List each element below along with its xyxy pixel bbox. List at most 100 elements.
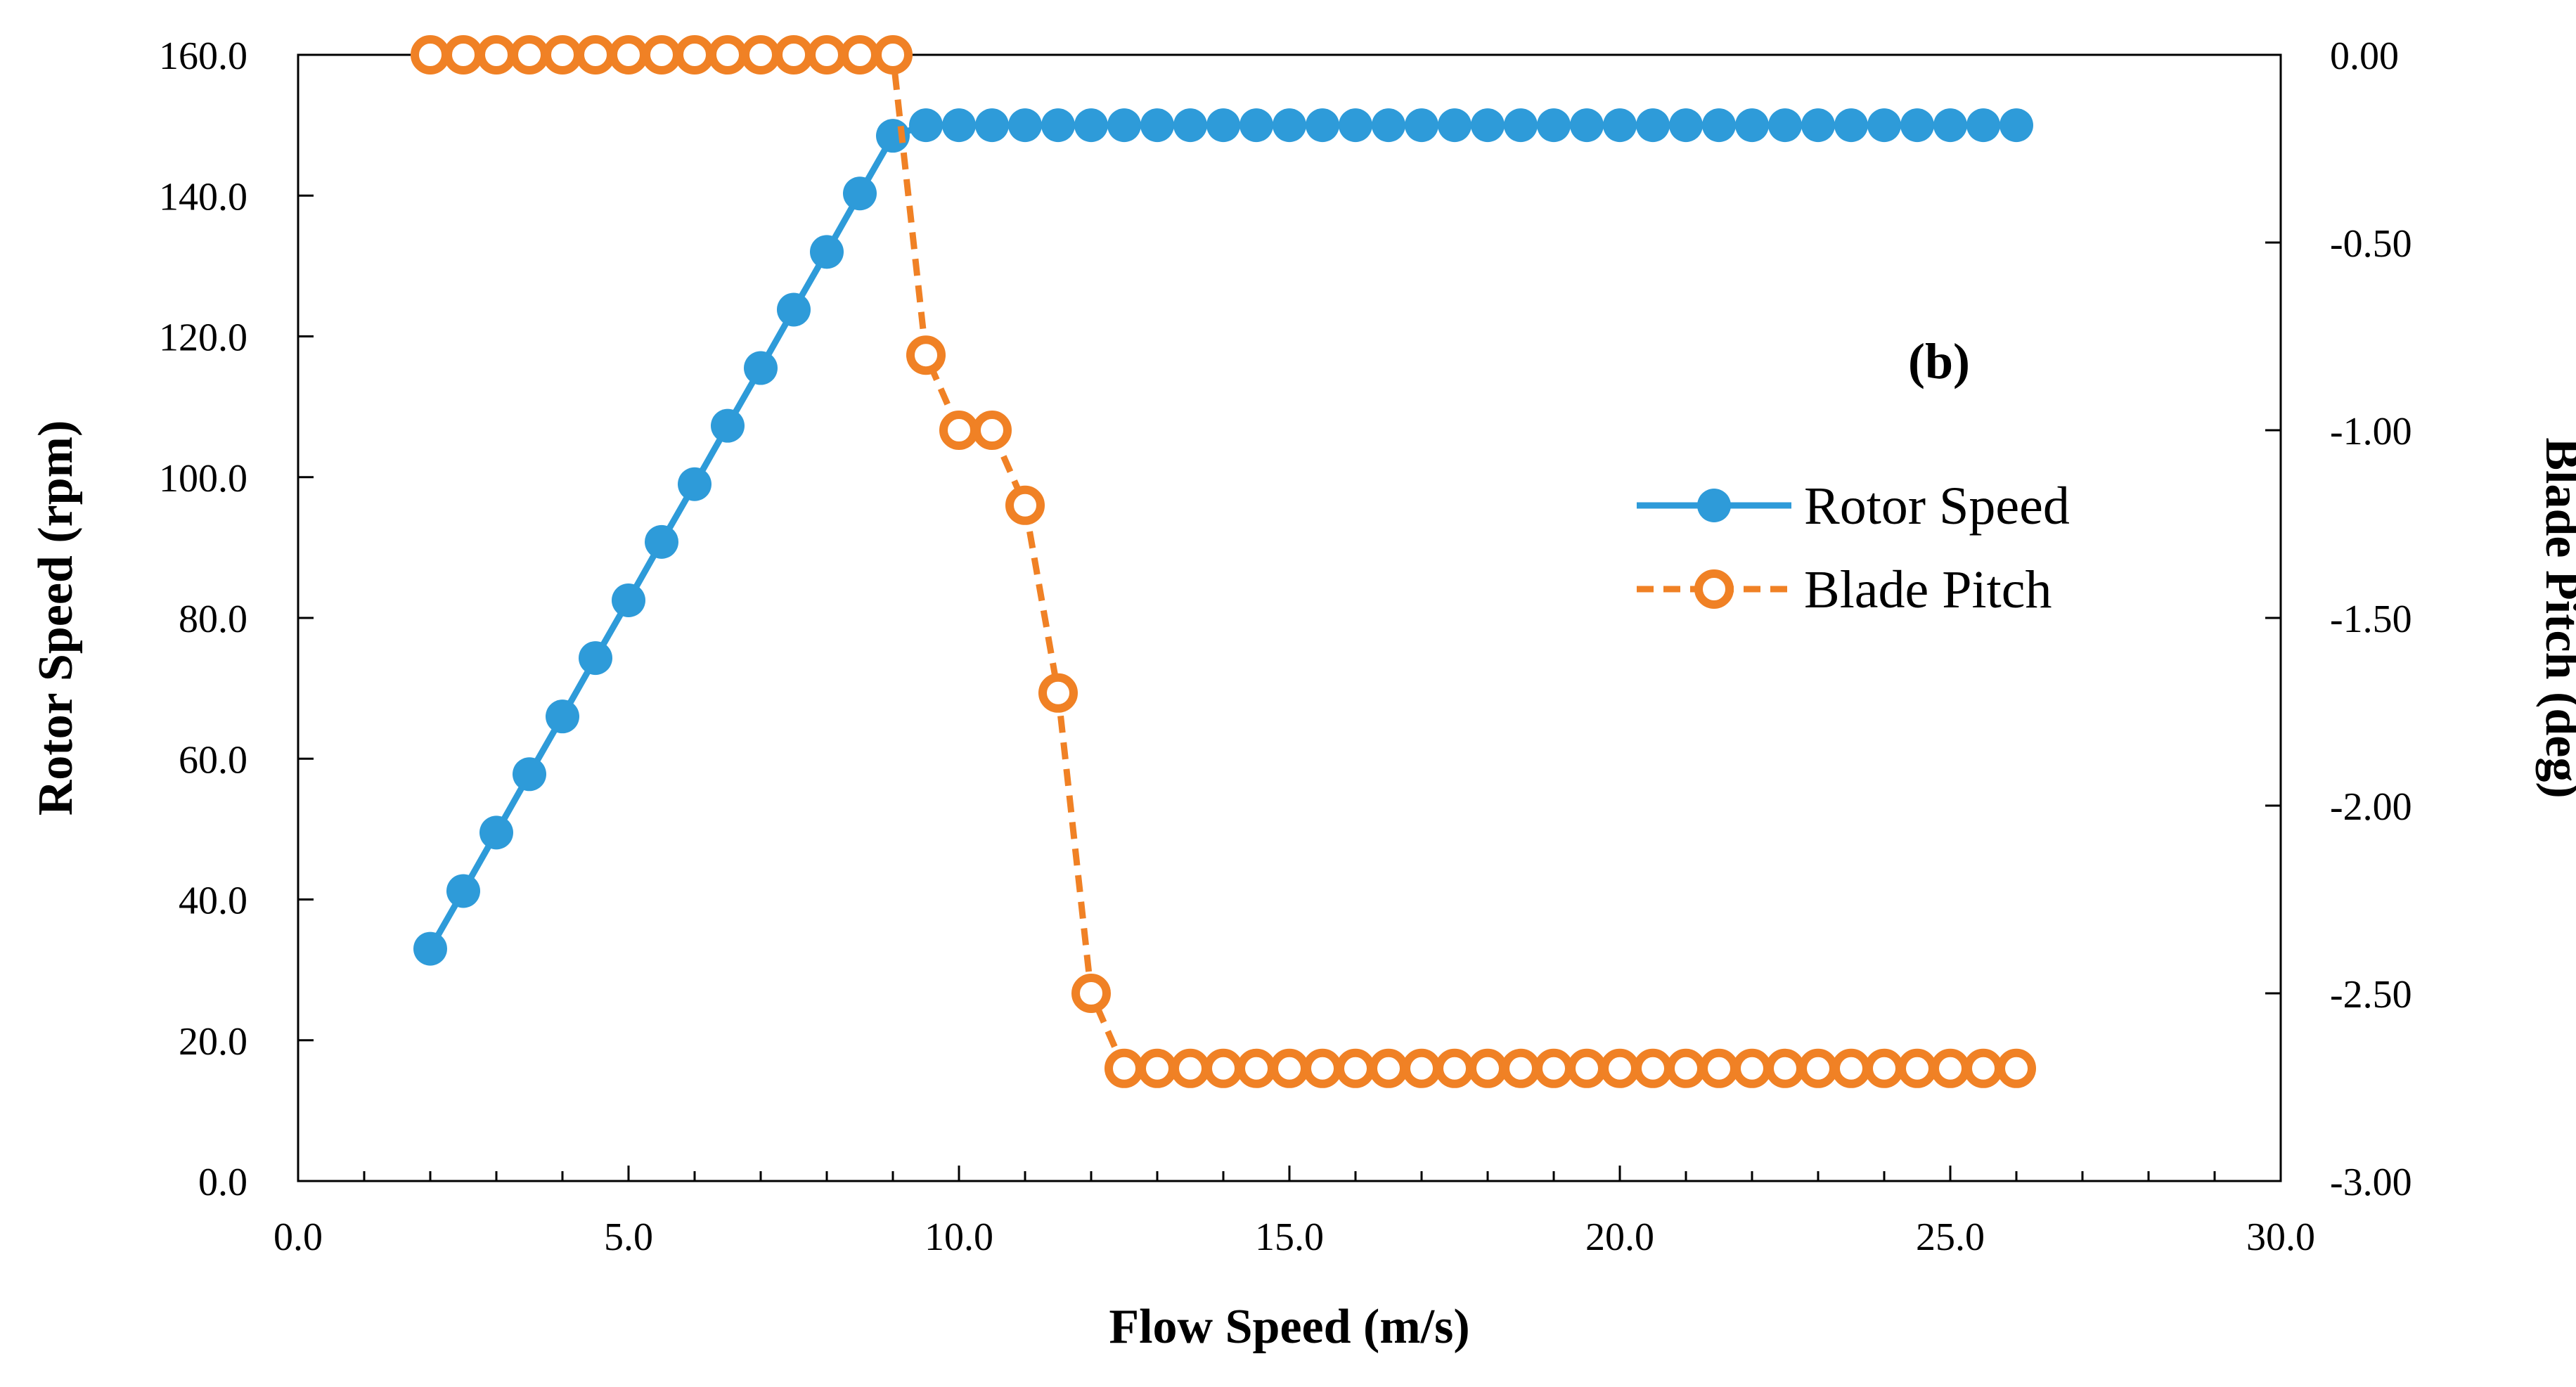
x-tick-label: 15.0 <box>1255 1215 1324 1259</box>
rotor-speed-point <box>1206 108 1240 143</box>
blade-pitch-point <box>1336 1048 1375 1088</box>
x-tick-label: 20.0 <box>1585 1215 1654 1259</box>
blade-pitch-point <box>477 35 516 75</box>
blade-pitch-point <box>1402 1048 1441 1088</box>
rotor-speed-point <box>645 524 678 559</box>
rotor-speed-point <box>1636 108 1670 143</box>
series-blade-pitch <box>411 35 2036 1088</box>
rotor-speed-point <box>975 108 1009 143</box>
blade-pitch-point <box>1105 1048 1144 1088</box>
rotor-speed-point <box>1933 108 1967 143</box>
rotor-speed-point <box>1471 108 1505 143</box>
blade-pitch-point <box>1931 1048 1970 1088</box>
blade-pitch-point <box>576 35 615 75</box>
rotor-speed-point <box>612 583 645 617</box>
y-tick-label: 120.0 <box>159 316 247 360</box>
blade-pitch-point <box>1831 1048 1871 1088</box>
x-axis-title: Flow Speed (m/s) <box>1109 1300 1469 1354</box>
rotor-speed-point <box>1768 108 1802 143</box>
rotor-speed-point <box>777 292 811 327</box>
blade-pitch-point <box>774 35 813 75</box>
legend: Rotor Speed Blade Pitch <box>1637 477 2070 619</box>
y-axis-title: Rotor Speed (rpm) <box>29 420 83 816</box>
y2-axis-title: Blade Pitch (deg) <box>2535 437 2576 798</box>
y-tick-label: 160.0 <box>159 34 247 78</box>
blade-pitch-point <box>1303 1048 1342 1088</box>
blade-pitch-point <box>1237 1048 1276 1088</box>
x-tick-label: 5.0 <box>604 1215 653 1259</box>
blade-pitch-point <box>411 35 450 75</box>
y-tick-label: 40.0 <box>179 879 247 923</box>
blade-pitch-point <box>444 35 483 75</box>
blade-pitch-point <box>1898 1048 1937 1088</box>
rotor-speed-point <box>479 815 513 850</box>
rotor-speed-point <box>810 235 844 269</box>
blade-pitch-point <box>1369 1048 1408 1088</box>
rotor-speed-point <box>1140 108 1174 143</box>
blade-pitch-point <box>1699 1048 1739 1088</box>
rotor-speed-point <box>1735 108 1769 143</box>
blade-pitch-point <box>1865 1048 1904 1088</box>
blade-pitch-point <box>1997 1048 2036 1088</box>
blade-pitch-point <box>939 411 979 450</box>
blade-pitch-point <box>1600 1048 1640 1088</box>
blade-pitch-point <box>1964 1048 2003 1088</box>
rotor-speed-point <box>711 408 745 443</box>
rotor-speed-point <box>1405 108 1438 143</box>
rotor-speed-point <box>1438 108 1471 143</box>
rotor-speed-point <box>1107 108 1141 143</box>
blade-pitch-point <box>807 35 846 75</box>
y-tick-label: 60.0 <box>179 738 247 782</box>
legend-label-rotor-speed: Rotor Speed <box>1804 477 2070 536</box>
blade-pitch-point <box>543 35 582 75</box>
y-axis-ticks: 0.0 20.0 40.0 60.0 80.0 100.0 120.0 140.0 160.0 <box>159 34 314 1204</box>
rotor-speed-point <box>1801 108 1835 143</box>
rotor-speed-point <box>678 467 711 501</box>
rotor-speed-point <box>1306 108 1339 143</box>
rotor-speed-point <box>1834 108 1868 143</box>
rotor-speed-point <box>942 108 976 143</box>
blade-pitch-point <box>1204 1048 1243 1088</box>
blade-pitch-point <box>1534 1048 1573 1088</box>
rotor-speed-point <box>744 351 778 385</box>
y2-axis-ticks: -3.00 -2.50 -2.00 -1.50 -1.00 -0.50 0.00 <box>2265 34 2412 1204</box>
blade-pitch-point <box>741 35 780 75</box>
panel-label: (b) <box>1908 333 1970 389</box>
x-tick-label: 30.0 <box>2246 1215 2315 1259</box>
blade-pitch-point <box>1071 974 1111 1013</box>
blade-pitch-point <box>1765 1048 1805 1088</box>
blade-pitch-point <box>708 35 747 75</box>
rotor-speed-point <box>513 757 546 792</box>
rotor-speed-point <box>1339 108 1372 143</box>
blade-pitch-point <box>1732 1048 1772 1088</box>
y-tick-label: 20.0 <box>179 1020 247 1064</box>
x-tick-label: 0.0 <box>273 1215 323 1259</box>
rotor-speed-point <box>1273 108 1306 143</box>
x-axis-ticks: 0.0 5.0 10.0 15.0 20.0 25.0 30.0 <box>273 1166 2315 1259</box>
y-tick-label: 0.0 <box>198 1161 247 1204</box>
y2-tick-label: -2.50 <box>2330 973 2412 1017</box>
rotor-speed-point <box>1966 108 2000 143</box>
blade-pitch-point <box>1171 1048 1210 1088</box>
rotor-speed-point <box>1570 108 1604 143</box>
blade-pitch-point <box>840 35 880 75</box>
rotor-speed-point <box>413 931 447 966</box>
rotor-speed-point <box>1999 108 2033 143</box>
blade-pitch-point <box>1270 1048 1309 1088</box>
rotor-speed-point <box>909 108 943 143</box>
blade-pitch-point <box>1501 1048 1540 1088</box>
legend-marker-blade-pitch <box>1694 569 1734 609</box>
rotor-speed-point <box>1867 108 1901 143</box>
y-tick-label: 140.0 <box>159 175 247 219</box>
rotor-speed-point <box>1504 108 1538 143</box>
blade-pitch-point <box>1666 1048 1706 1088</box>
blade-pitch-point <box>642 35 681 75</box>
blade-pitch-point <box>609 35 648 75</box>
series-rotor-speed <box>413 108 2033 966</box>
legend-marker-rotor-speed <box>1697 489 1731 522</box>
rotor-speed-point <box>1008 108 1042 143</box>
y2-tick-label: -0.50 <box>2330 222 2412 266</box>
blade-pitch-point <box>510 35 549 75</box>
rotor-speed-point <box>1537 108 1571 143</box>
